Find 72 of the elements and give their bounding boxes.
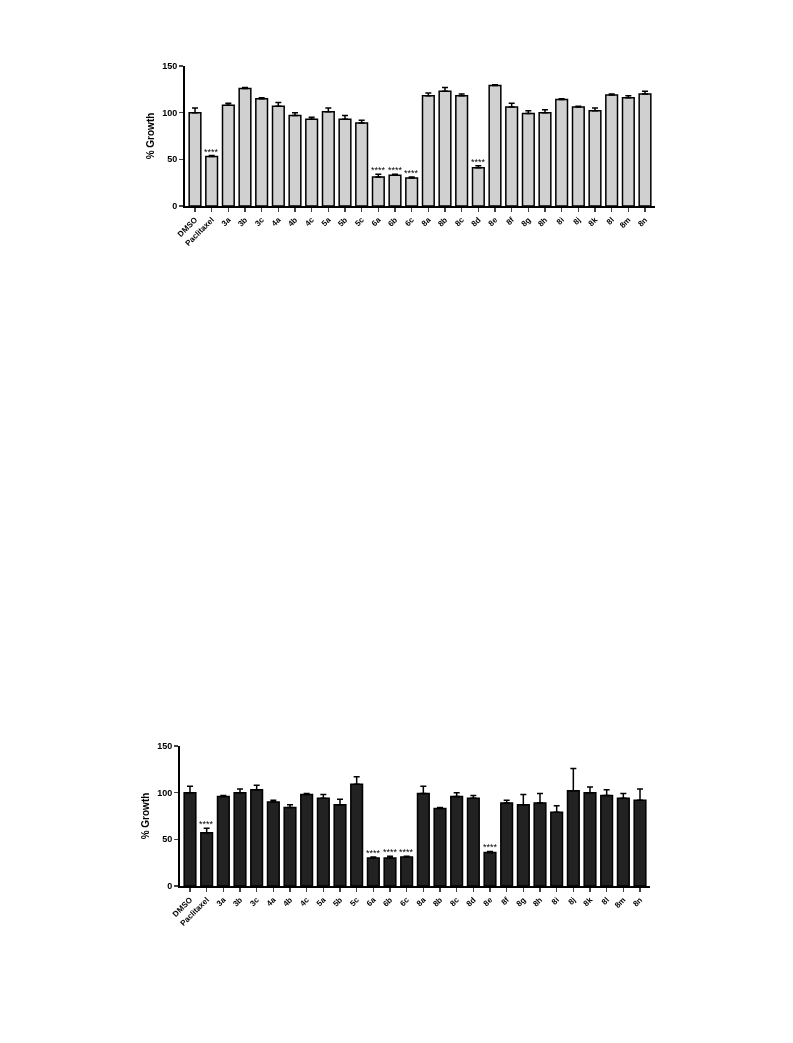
x-tick-label: 8k [581, 895, 595, 909]
x-tick-label: 8d [469, 215, 483, 229]
x-tick-label: 8i [554, 215, 566, 227]
x-tick-label: 8m [613, 895, 628, 911]
y-tick-label: 50 [162, 834, 173, 845]
x-tick-label: 6b [381, 895, 395, 909]
annotation: **** [399, 847, 414, 857]
x-tick-label: 5b [331, 895, 345, 909]
x-tick-label: 8b [431, 895, 445, 909]
x-tick-label: 8m [618, 215, 633, 231]
y-tick-label: 150 [162, 61, 178, 72]
x-tick-label: 4a [264, 895, 278, 909]
x-tick-label: 8h [536, 215, 550, 229]
x-tick-label: 8j [571, 215, 583, 227]
annotation: **** [366, 848, 381, 858]
x-tick-label: 3c [253, 215, 267, 229]
x-tick-label: 4a [269, 215, 283, 229]
y-tick-label: 150 [157, 741, 173, 752]
y-tick-label: 100 [157, 787, 173, 798]
x-tick-label: 8a [414, 895, 428, 909]
x-tick-label: 8f [504, 215, 517, 227]
x-tick-label: 8g [514, 895, 528, 909]
annotation: **** [388, 165, 403, 175]
x-tick-label: 3a [214, 895, 228, 909]
x-tick-label: 8b [436, 215, 450, 229]
x-tick-label: 5c [353, 215, 367, 229]
x-tick-label: 3b [236, 215, 250, 229]
x-tick-label: 4c [298, 895, 312, 909]
y-tick-label: 0 [167, 881, 173, 892]
x-tick-label: 4c [303, 215, 317, 229]
x-tick-label: 3a [219, 215, 233, 229]
annotation: **** [471, 157, 486, 167]
x-tick-label: 5a [314, 895, 328, 909]
x-tick-label: 4b [281, 895, 295, 909]
x-tick-label: 8n [631, 895, 645, 909]
x-tick-label: 5b [336, 215, 350, 229]
x-tick-label: 8l [599, 895, 611, 907]
annotation: **** [483, 842, 498, 852]
annotation: **** [404, 168, 419, 178]
x-tick-label: 8i [549, 895, 561, 907]
x-tick-label: 8g [519, 215, 533, 229]
x-tick-label: 6a [364, 895, 378, 909]
x-tick-label: 8k [586, 215, 600, 229]
x-tick-label: 5a [319, 215, 333, 229]
x-tick-label: 8e [486, 215, 500, 229]
x-tick-label: 8c [453, 215, 467, 229]
x-tick-label: 8e [481, 895, 495, 909]
x-tick-label: 8a [419, 215, 433, 229]
annotation: **** [204, 147, 219, 157]
annotation: **** [371, 165, 386, 175]
x-tick-label: 6c [398, 895, 412, 909]
x-tick-label: 8f [499, 895, 512, 907]
x-tick-label: 3b [231, 895, 245, 909]
y-tick-label: 50 [167, 154, 178, 165]
x-tick-label: 8d [464, 895, 478, 909]
x-tick-label: 8c [448, 895, 462, 909]
x-tick-label: 4b [286, 215, 300, 229]
x-tick-label: 8j [566, 895, 578, 907]
y-tick-label: 100 [162, 107, 178, 118]
x-tick-label: 3c [248, 895, 262, 909]
x-tick-label: 8l [604, 215, 616, 227]
annotation: **** [199, 819, 214, 829]
annotation: **** [383, 847, 398, 857]
x-tick-label: 6a [369, 215, 383, 229]
x-tick-label: 6c [403, 215, 417, 229]
y-tick-label: 0 [172, 201, 178, 212]
y-axis-title: % Growth [139, 792, 151, 840]
x-tick-label: 5c [348, 895, 362, 909]
x-tick-label: 8n [636, 215, 650, 229]
x-tick-label: 8h [531, 895, 545, 909]
x-tick-label: 6b [386, 215, 400, 229]
y-axis-title: % Growth [144, 112, 156, 160]
